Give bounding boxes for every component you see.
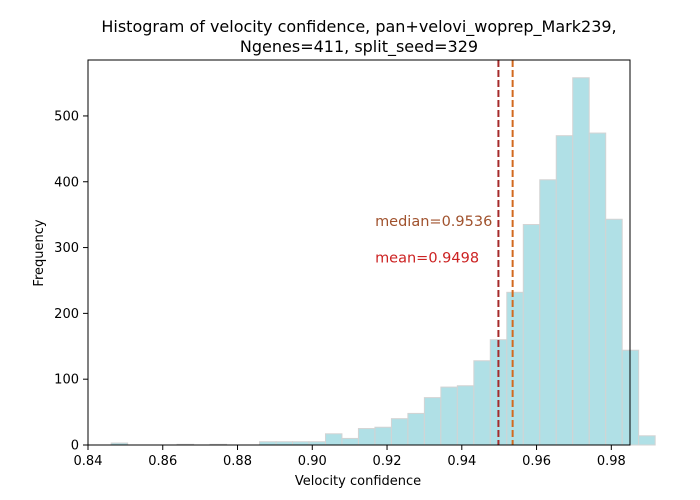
histogram-bar (539, 179, 557, 446)
histogram-bar (324, 433, 343, 446)
median-annotation: median=0.9536 (375, 214, 492, 230)
y-axis-ticks: 0 100 200 300 400 500 (54, 109, 88, 454)
x-tick-label: 0.98 (597, 454, 626, 469)
histogram-bar (638, 435, 656, 446)
histogram-bar (341, 437, 359, 446)
histogram-bar (605, 218, 623, 446)
y-tick-label: 200 (54, 307, 79, 322)
histogram-bars (110, 77, 656, 446)
histogram-bar (588, 132, 607, 446)
histogram-bar (473, 360, 491, 446)
x-axis-label: Velocity confidence (295, 474, 421, 489)
x-tick-label: 0.92 (373, 454, 402, 469)
y-tick-label: 400 (54, 175, 79, 190)
histogram-bar (407, 412, 425, 446)
histogram-bar (522, 224, 541, 446)
plot-frame (87, 59, 631, 446)
x-axis-ticks: 0.84 0.86 0.88 0.90 0.92 0.94 0.96 0.98 (74, 445, 626, 469)
x-tick-label: 0.86 (148, 454, 177, 469)
x-tick-label: 0.90 (298, 454, 327, 469)
x-tick-label: 0.96 (522, 454, 551, 469)
histogram-bar (390, 418, 409, 446)
histogram-bar (440, 386, 458, 446)
chart-title-line-1: Histogram of velocity confidence, pan+ve… (101, 17, 616, 37)
histogram-bar (423, 397, 442, 446)
histogram-bar (456, 385, 475, 446)
histogram-bar (357, 428, 376, 446)
histogram-bar (506, 291, 524, 446)
mean-annotation: mean=0.9498 (375, 251, 479, 267)
histogram-bar (572, 77, 590, 446)
x-tick-label: 0.84 (74, 454, 103, 469)
chart-title-line-2: Ngenes=411, split_seed=329 (240, 37, 478, 57)
histogram-bar (555, 135, 574, 446)
y-tick-label: 0 (71, 439, 79, 454)
y-tick-label: 500 (54, 109, 79, 124)
y-axis-label: Frequency (32, 219, 47, 286)
y-tick-label: 300 (54, 241, 79, 256)
x-tick-label: 0.88 (223, 454, 252, 469)
histogram-bar (374, 426, 392, 446)
y-tick-label: 100 (54, 373, 79, 388)
stat-lines (497, 60, 514, 445)
x-tick-label: 0.94 (447, 454, 476, 469)
